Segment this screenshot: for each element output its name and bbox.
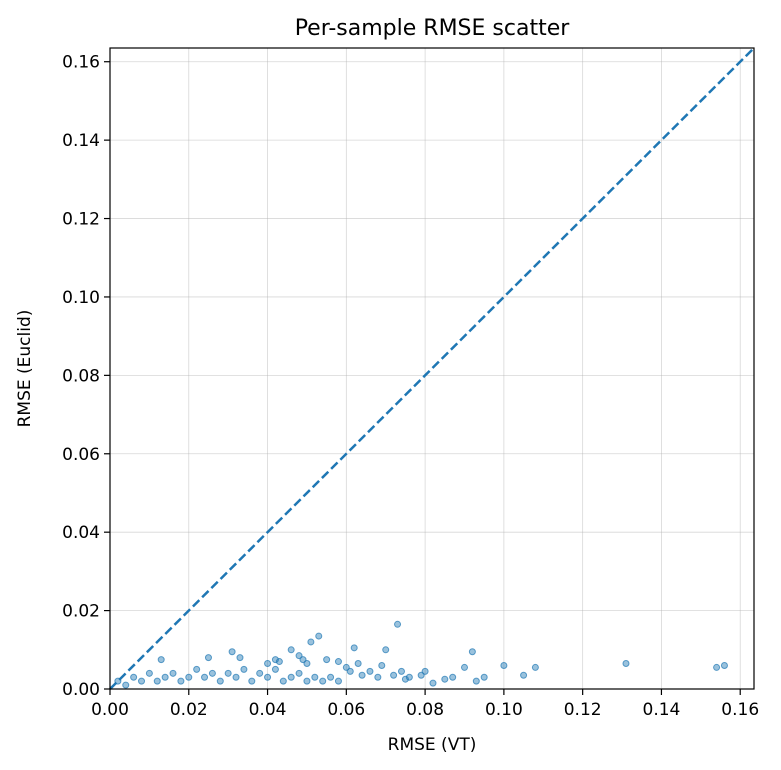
y-tick-label: 0.12: [62, 210, 100, 230]
scatter-point: [271, 665, 279, 673]
y-tick-label: 0.00: [62, 680, 100, 700]
scatter-point: [287, 673, 295, 681]
scatter-point: [390, 671, 398, 679]
scatter-point: [713, 663, 721, 671]
scatter-point: [224, 669, 232, 677]
scatter-point: [271, 656, 279, 664]
x-tick-label: 0.00: [91, 700, 129, 720]
scatter-point: [303, 677, 311, 685]
scatter-point: [350, 644, 358, 652]
scatter-points: [114, 620, 728, 689]
scatter-point: [354, 660, 362, 668]
scatter-point: [334, 658, 342, 666]
scatter-point: [622, 660, 630, 668]
scatter-point: [161, 673, 169, 681]
scatter-point: [531, 663, 539, 671]
scatter-point: [303, 660, 311, 668]
x-tick-label: 0.02: [170, 700, 208, 720]
chart-title: Per-sample RMSE scatter: [295, 16, 571, 41]
scatter-point: [169, 669, 177, 677]
scatter-point: [122, 681, 130, 689]
scatter-point: [366, 667, 374, 675]
scatter-point: [520, 671, 528, 679]
scatter-point: [421, 667, 429, 675]
reference-line: [109, 47, 755, 690]
y-tick-label: 0.02: [62, 602, 100, 622]
scatter-point: [153, 677, 161, 685]
scatter-point: [378, 661, 386, 669]
y-tick-label: 0.14: [62, 131, 100, 151]
scatter-point: [401, 675, 409, 683]
scatter-point: [374, 673, 382, 681]
scatter-point: [311, 673, 319, 681]
scatter-point: [256, 669, 264, 677]
grid: [109, 48, 754, 690]
scatter-point: [279, 677, 287, 685]
scatter-point: [275, 658, 283, 666]
scatter-point: [358, 671, 366, 679]
y-axis-label: RMSE (Euclid): [15, 310, 35, 428]
scatter-point: [264, 673, 272, 681]
scatter-point: [185, 673, 193, 681]
scatter-point: [145, 669, 153, 677]
y-tick-label: 0.10: [62, 288, 100, 308]
scatter-point: [405, 673, 413, 681]
scatter-point: [468, 648, 476, 656]
axes-frame: [109, 47, 755, 690]
scatter-point: [323, 656, 331, 664]
x-tick-label: 0.06: [327, 700, 365, 720]
x-tick-label: 0.14: [643, 700, 681, 720]
scatter-point: [232, 673, 240, 681]
scatter-point: [382, 646, 390, 654]
scatter-point: [236, 654, 244, 662]
scatter-point: [228, 648, 236, 656]
scatter-point: [216, 677, 224, 685]
scatter-point: [248, 677, 256, 685]
y-tick-label: 0.16: [62, 53, 100, 73]
scatter-point: [114, 677, 122, 685]
scatter-point: [287, 646, 295, 654]
scatter-point: [157, 656, 165, 664]
scatter-point: [397, 667, 405, 675]
x-tick-label: 0.08: [406, 700, 444, 720]
scatter-point: [264, 660, 272, 668]
scatter-point: [394, 620, 402, 628]
scatter-point: [720, 661, 728, 669]
scatter-point: [334, 677, 342, 685]
scatter-point: [472, 677, 480, 685]
scatter-point: [441, 675, 449, 683]
y-tick-label: 0.08: [62, 366, 100, 386]
scatter-point: [295, 669, 303, 677]
scatter-point: [346, 667, 354, 675]
scatter-point: [480, 673, 488, 681]
scatter-point: [240, 665, 248, 673]
scatter-point: [208, 669, 216, 677]
x-tick-label: 0.10: [485, 700, 523, 720]
x-axis-label: RMSE (VT): [388, 735, 477, 755]
x-tick-label: 0.04: [249, 700, 287, 720]
scatter-point: [130, 673, 138, 681]
x-tick-label: 0.16: [721, 700, 759, 720]
scatter-point: [460, 663, 468, 671]
scatter-point: [500, 661, 508, 669]
scatter-point: [177, 677, 185, 685]
scatter-point: [201, 673, 209, 681]
scatter-point: [449, 673, 457, 681]
scatter-point: [429, 679, 437, 687]
x-tick-label: 0.12: [564, 700, 602, 720]
scatter-point: [307, 638, 315, 646]
scatter-point: [327, 673, 335, 681]
scatter-point: [204, 654, 212, 662]
scatter-point: [138, 677, 146, 685]
scatter-point: [193, 665, 201, 673]
reference-line-group: [109, 47, 755, 690]
scatter-point: [315, 632, 323, 640]
ticks: 0.00 0.02 0.04 0.06 0.08 0.10 0.12 0.14 0.16 0.00…: [62, 53, 759, 720]
y-tick-label: 0.04: [62, 523, 100, 543]
y-tick-label: 0.06: [62, 445, 100, 465]
scatter-point: [319, 677, 327, 685]
